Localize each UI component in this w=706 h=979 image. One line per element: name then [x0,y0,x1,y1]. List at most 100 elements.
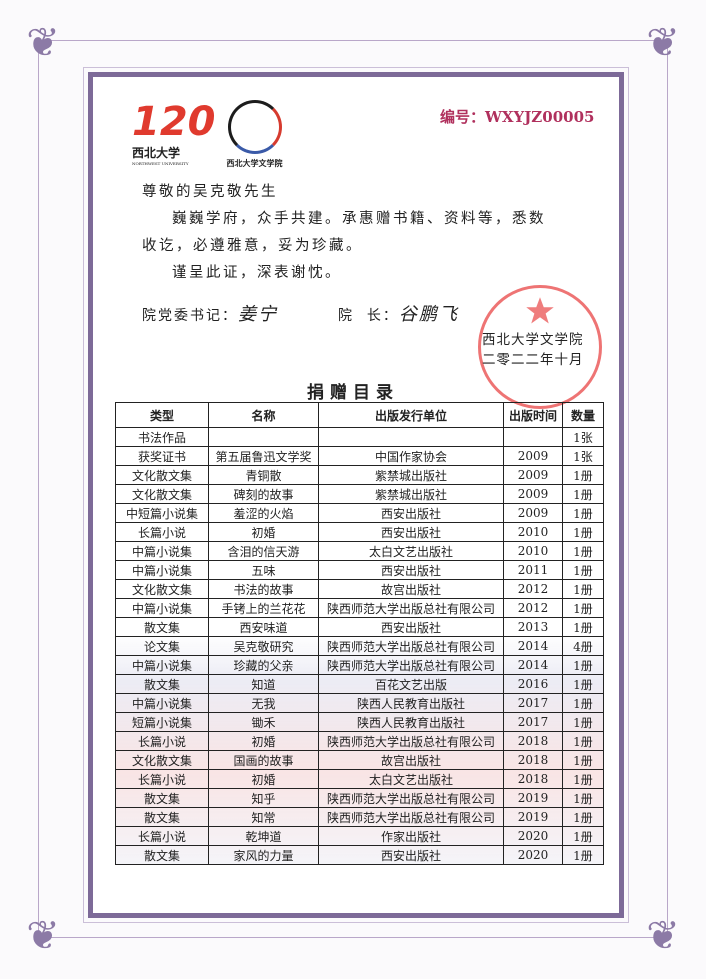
table-cell: 1册 [562,845,604,865]
table-cell: 故宫出版社 [318,750,504,770]
table-row: 散文集 家风的力量 西安出版社 2020 1册 [115,845,604,865]
table-cell: 1册 [562,693,604,713]
issue-date: 二零二二年十月 [482,352,584,368]
table-cell: 2009 [503,465,563,485]
table-cell: 2020 [503,826,563,846]
table-cell: 2018 [503,769,563,789]
column-header: 类型 [115,402,209,428]
table-cell: 文化散文集 [115,750,209,770]
table-cell: 珍藏的父亲 [208,655,319,675]
table-cell: 西安出版社 [318,560,504,580]
table-cell: 1张 [562,427,604,447]
table-cell: 陕西师范大学出版总社有限公司 [318,655,504,675]
table-cell: 散文集 [115,845,209,865]
letter-line-3: 谨呈此证，深表谢忱。 [172,265,342,281]
table-cell: 西安出版社 [318,522,504,542]
table-cell: 中篇小说集 [115,598,209,618]
donation-table: 类型 名称 出版发行单位 出版时间 数量 书法作品 1张 获奖证书 第五届鲁迅文学奖 中国作家协… [115,402,604,865]
logo-left-sub: NORTHWEST UNIVERSITY [132,161,189,166]
dean-signature-line: 院 长：谷鹏飞 [338,304,459,325]
table-cell: 论文集 [115,636,209,656]
table-cell: 长篇小说 [115,769,209,789]
table-cell: 2019 [503,807,563,827]
table-cell: 文化散文集 [115,579,209,599]
table-cell: 中篇小说集 [115,693,209,713]
table-cell: 2009 [503,446,563,466]
table-cell: 陕西师范大学出版总社有限公司 [318,731,504,751]
table-cell [318,427,504,447]
table-cell: 1册 [562,465,604,485]
table-row: 长篇小说 初婚 太白文艺出版社 2018 1册 [115,769,604,789]
table-row: 散文集 知常 陕西师范大学出版总社有限公司 2019 1册 [115,807,604,827]
table-cell: 1册 [562,712,604,732]
table-row: 论文集 吴克敬研究 陕西师范大学出版总社有限公司 2014 4册 [115,636,604,656]
secretary-signature-line: 院党委书记：姜宁 [142,304,278,325]
table-cell: 陕西人民教育出版社 [318,712,504,732]
table-cell: 无我 [208,693,319,713]
table-cell: 2019 [503,788,563,808]
table-row: 书法作品 1张 [115,427,604,447]
ornament-corner-icon: ❦ [646,20,680,66]
table-cell: 散文集 [115,788,209,808]
table-cell: 初婚 [208,522,319,542]
table-cell: 书法作品 [115,427,209,447]
table-cell: 2014 [503,655,563,675]
table-row: 中篇小说集 珍藏的父亲 陕西师范大学出版总社有限公司 2014 1册 [115,655,604,675]
column-header: 出版时间 [503,402,563,428]
letter-line-2: 收讫，必遵雅意，妥为珍藏。 [142,238,363,254]
table-cell: 知乎 [208,788,319,808]
table-row: 长篇小说 初婚 陕西师范大学出版总社有限公司 2018 1册 [115,731,604,751]
table-cell: 中篇小说集 [115,655,209,675]
letter-line-1: 巍巍学府，众手共建。承惠赠书籍、资料等，悉数 [172,211,546,227]
logo-right-text: 西北大学文学院 [226,158,283,168]
table-row: 中篇小说集 无我 陕西人民教育出版社 2017 1册 [115,693,604,713]
table-cell: 第五届鲁迅文学奖 [208,446,319,466]
column-header: 名称 [208,402,319,428]
table-cell: 2013 [503,617,563,637]
table-row: 文化散文集 国画的故事 故宫出版社 2018 1册 [115,750,604,770]
table-cell: 中篇小说集 [115,560,209,580]
table-cell: 2009 [503,484,563,504]
table-cell: 陕西师范大学出版总社有限公司 [318,807,504,827]
table-cell: 1册 [562,788,604,808]
table-cell: 含泪的信天游 [208,541,319,561]
table-cell: 陕西人民教育出版社 [318,693,504,713]
table-cell: 2012 [503,598,563,618]
table-row: 长篇小说 初婚 西安出版社 2010 1册 [115,522,604,542]
logo-120-mark: 120 [132,99,216,145]
table-cell: 西安出版社 [318,503,504,523]
emblem-icon [227,100,282,154]
table-cell: 百花文艺出版 [318,674,504,694]
table-row: 中篇小说集 含泪的信天游 太白文艺出版社 2010 1册 [115,541,604,561]
issuer: 西北大学文学院 二零二二年十月 [482,332,584,368]
table-cell: 长篇小说 [115,731,209,751]
table-cell: 手铐上的兰花花 [208,598,319,618]
table-cell: 2017 [503,712,563,732]
catalog-title: 捐赠目录 [307,383,399,403]
table-cell: 羞涩的火焰 [208,503,319,523]
table-cell: 1册 [562,807,604,827]
table-cell: 2018 [503,731,563,751]
table-cell: 西安味道 [208,617,319,637]
table-cell: 2010 [503,541,563,561]
table-cell: 家风的力量 [208,845,319,865]
table-cell: 2012 [503,579,563,599]
table-row: 中短篇小说集 羞涩的火焰 西安出版社 2009 1册 [115,503,604,523]
table-row: 长篇小说 乾坤道 作家出版社 2020 1册 [115,826,604,846]
table-row: 文化散文集 青铜散 紫禁城出版社 2009 1册 [115,465,604,485]
table-cell: 1册 [562,617,604,637]
ornament-corner-icon: ❦ [26,20,60,66]
table-cell: 2016 [503,674,563,694]
table-cell: 2014 [503,636,563,656]
table-cell: 1册 [562,826,604,846]
dean-signature: 谷鹏飞 [398,304,459,325]
table-cell: 散文集 [115,617,209,637]
table-cell: 1册 [562,598,604,618]
table-row: 中篇小说集 五味 西安出版社 2011 1册 [115,560,604,580]
table-cell: 作家出版社 [318,826,504,846]
table-cell: 知常 [208,807,319,827]
star-icon [526,297,554,324]
table-row: 获奖证书 第五届鲁迅文学奖 中国作家协会 2009 1张 [115,446,604,466]
table-cell: 青铜散 [208,465,319,485]
table-cell: 1册 [562,769,604,789]
